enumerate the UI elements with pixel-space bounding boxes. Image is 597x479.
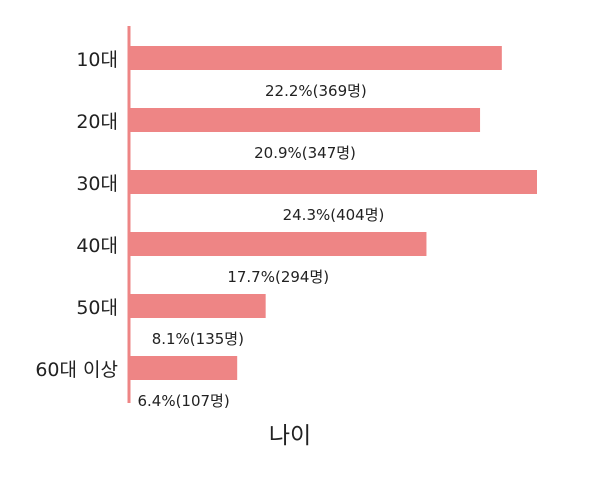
bar	[130, 46, 502, 70]
category-label: 20대	[76, 111, 118, 133]
category-label: 10대	[76, 49, 118, 71]
x-axis-title: 나이	[269, 423, 311, 449]
data-label: 22.2%(369명)	[265, 82, 367, 100]
data-label: 6.4%(107명)	[137, 392, 229, 410]
bar	[130, 294, 266, 318]
bar	[130, 170, 537, 194]
category-label: 30대	[76, 173, 118, 195]
data-label: 24.3%(404명)	[283, 206, 385, 224]
category-label: 40대	[76, 235, 118, 257]
data-label: 8.1%(135명)	[152, 330, 244, 348]
labels-layer: 10대 22.2%(369명) 20대 20.9%(347명) 30대 24.3%(404…	[35, 49, 384, 410]
data-label: 20.9%(347명)	[254, 144, 356, 162]
bar	[130, 356, 238, 380]
bar	[130, 108, 481, 132]
data-label: 17.7%(294명)	[227, 268, 329, 286]
bars-layer	[130, 46, 537, 380]
category-label: 50대	[76, 297, 118, 319]
category-label: 60대 이상	[35, 359, 118, 381]
bar	[130, 232, 427, 256]
